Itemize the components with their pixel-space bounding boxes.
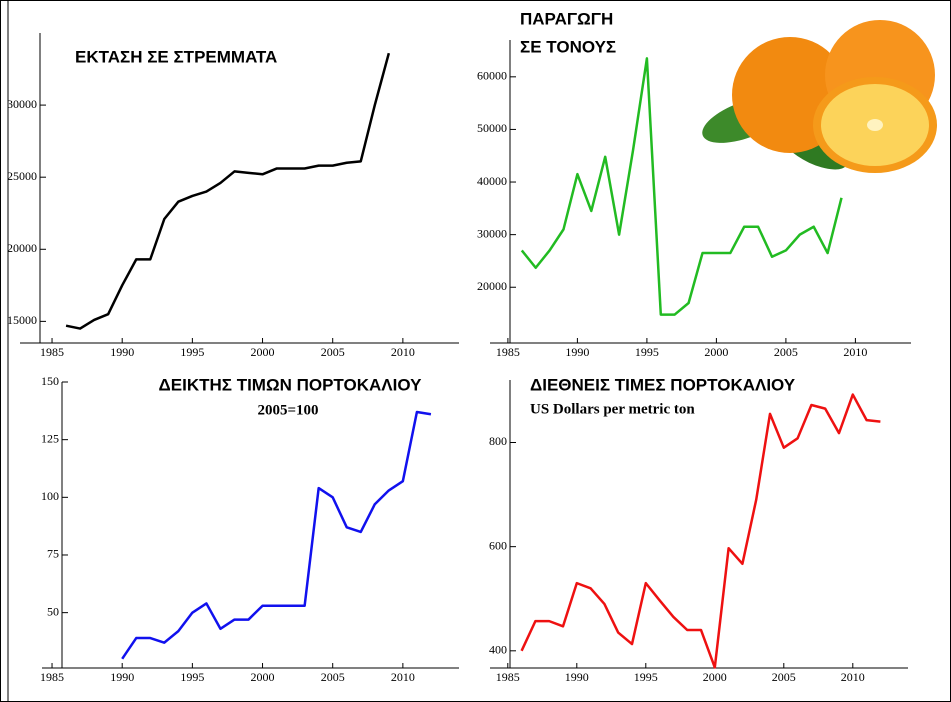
- x-tick-label: 1995: [180, 345, 204, 359]
- y-tick-label: 30000: [477, 226, 507, 240]
- x-tick-label: 2005: [772, 670, 796, 684]
- x-tick-label: 2010: [843, 345, 867, 359]
- y-tick-label: 75: [47, 547, 59, 561]
- y-tick-label: 800: [489, 434, 507, 448]
- x-tick-label: 1990: [110, 670, 134, 684]
- x-tick-label: 2000: [251, 670, 275, 684]
- x-tick-label: 2005: [321, 345, 345, 359]
- x-tick-label: 1995: [634, 670, 658, 684]
- x-tick-label: 1995: [635, 345, 659, 359]
- x-tick-label: 1985: [40, 670, 64, 684]
- y-tick-label: 50: [47, 604, 59, 618]
- x-tick-label: 1990: [565, 670, 589, 684]
- y-tick-label: 15000: [7, 313, 37, 327]
- y-tick-label: 40000: [477, 174, 507, 188]
- x-tick-label: 2000: [251, 345, 275, 359]
- x-tick-label: 1990: [110, 345, 134, 359]
- y-tick-label: 30000: [7, 97, 37, 111]
- y-tick-label: 600: [489, 538, 507, 552]
- chart-title: ΠΑΡΑΓΩΓΗ: [520, 9, 613, 28]
- y-tick-label: 20000: [7, 241, 37, 255]
- x-tick-label: 1990: [565, 345, 589, 359]
- y-tick-label: 25000: [7, 169, 37, 183]
- data-line: [121, 410, 432, 660]
- x-tick-label: 2000: [704, 345, 728, 359]
- oranges: [702, 20, 937, 173]
- x-tick-label: 1985: [496, 670, 520, 684]
- chart-title: ΔΙΕΘΝΕΙΣ ΤΙΜΕΣ ΠΟΡΤΟΚΑΛΙΟΥ: [530, 375, 796, 394]
- data-line: [520, 57, 843, 316]
- x-tick-label: 2000: [703, 670, 727, 684]
- y-tick-label: 400: [489, 643, 507, 657]
- chart-subtitle: ΣΕ ΤΟΝΟΥΣ: [520, 37, 616, 56]
- y-tick-label: 100: [41, 489, 59, 503]
- y-tick-label: 50000: [477, 121, 507, 135]
- x-tick-label: 2010: [391, 345, 415, 359]
- x-tick-label: 1985: [496, 345, 520, 359]
- x-tick-label: 1985: [40, 345, 64, 359]
- x-tick-label: 2010: [841, 670, 865, 684]
- chart-title: ΔΕΙΚΤΗΣ ΤΙΜΩΝ ΠΟΡΤΟΚΑΛΙΟΥ: [159, 375, 423, 394]
- y-tick-label: 150: [41, 374, 59, 388]
- y-tick-label: 125: [41, 431, 59, 445]
- chart-title: ΕΚΤΑΣΗ ΣΕ ΣΤΡΕΜΜΑΤΑ: [75, 47, 277, 66]
- data-line: [65, 52, 391, 330]
- x-tick-label: 1995: [180, 670, 204, 684]
- x-tick-label: 2005: [321, 670, 345, 684]
- x-tick-label: 2010: [391, 670, 415, 684]
- chart-subtitle: 2005=100: [257, 402, 318, 418]
- y-tick-label: 20000: [477, 279, 507, 293]
- x-tick-label: 2005: [774, 345, 798, 359]
- y-tick-label: 60000: [477, 69, 507, 83]
- data-line: [520, 393, 881, 669]
- chart-subtitle: US Dollars per metric ton: [530, 401, 695, 417]
